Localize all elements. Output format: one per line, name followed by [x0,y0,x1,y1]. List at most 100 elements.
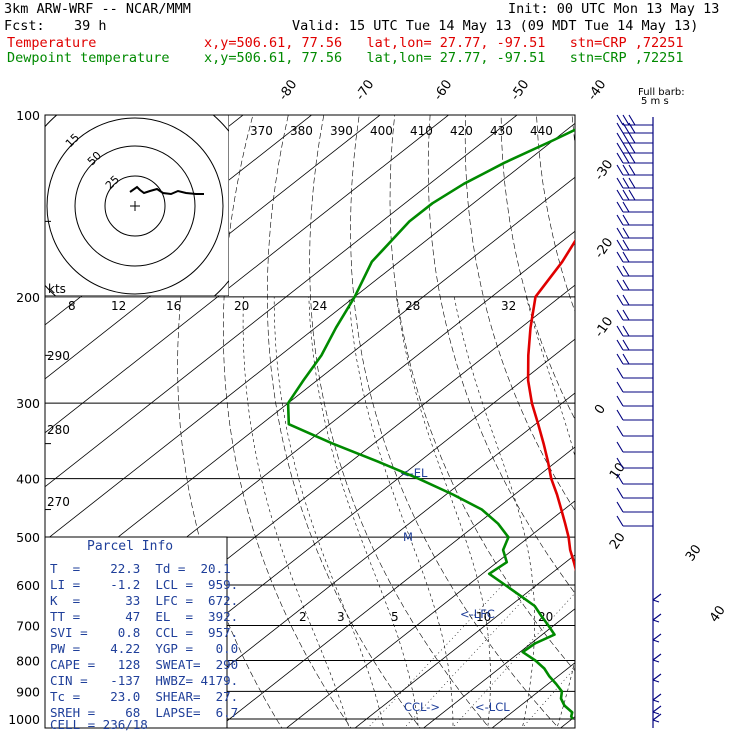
theta-label: 400 [370,124,393,138]
isotherm-line [217,446,575,728]
wind-barb [616,325,653,337]
isotherm-line [45,115,450,434]
mixing-ratio-line [403,584,538,728]
hodograph-ring [46,117,224,295]
temperature-profile-line [526,238,575,572]
wind-barb [616,515,653,527]
isotherm-line [285,500,575,728]
wind-barb [616,265,653,277]
init-time: Init: 00 UTC Mon 13 May 13 [508,1,720,17]
wind-barb [616,457,653,469]
dry-adiabat-line [350,115,559,728]
wind-scale-label: 12 [111,299,126,313]
wind-barb [652,653,662,663]
wind-barb [616,152,653,164]
wind-barb [616,487,653,499]
isotherm-line [693,87,740,731]
moist-adiabat-line [659,297,740,732]
lcl-marker: <-LCL [475,700,510,714]
pressure-tick-label: 800 [16,653,40,668]
isotherm-label: -50 [508,77,532,103]
isotherm-line [45,115,381,380]
dewpoint-location: x,y=506.61, 77.56 lat,lon= 27.77, -97.51… [204,50,684,66]
dry-adiabat-line [708,87,740,731]
pressure-tick-label: 200 [16,290,40,305]
wind-barb [616,227,653,239]
wind-scale-label: 16 [166,299,181,313]
dry-adiabat-line [177,115,283,728]
parcel-m-marker: M [403,530,413,544]
theta-label: 410 [410,124,433,138]
wind-barb [616,395,653,407]
mixing-ratio-label: 2 [299,610,307,624]
pressure-tick-label: 300 [16,396,40,411]
moist-adiabat-line [308,296,419,728]
wind-barb [616,164,653,176]
isotherm-label: 10 [607,460,629,482]
mixing-ratio-label: 5 [391,610,399,624]
dry-adiabat-line [673,87,740,731]
wind-barb [616,381,653,393]
hodograph-trace [129,185,204,196]
wind-barb [616,309,653,321]
wind-barb [652,673,662,683]
isotherm-line [148,392,575,728]
barb-header-unit: 5 m s [641,96,669,107]
parcel-box-frame [44,536,228,729]
isotherm-label: -30 [592,157,616,183]
pressure-tick-label: 500 [16,530,40,545]
wind-barb [652,593,662,603]
parcel-row: CELL = 236/18 [50,717,148,732]
parcel-row: CIN = -137 HWBZ= 4179. [50,673,239,688]
model-title: 3km ARW-WRF -- NCAR/MMM [4,1,191,17]
parcel-row: PW = 4.22 YGP = 0.0 [50,641,239,656]
theta-label: 430 [490,124,513,138]
isotherm-line [45,122,575,542]
theta-e-label: 290 [47,349,70,363]
wind-scale-label: 8 [68,299,76,313]
isotherm-label: -80 [276,77,300,103]
parcel-row: SREH = 68 LAPSE= 6.7 [50,705,239,720]
dewpoint-profile-line [286,128,575,720]
dry-adiabat-line [309,115,490,728]
wind-barb [616,251,653,263]
hodograph-ring [104,175,166,237]
wind-barb [616,409,653,421]
wind-barb [616,214,653,226]
wind-barb [616,339,653,351]
moist-adiabat-line [396,296,491,728]
wind-barb [616,279,653,291]
moist-adiabat-line [526,296,575,728]
isotherm-line [624,87,740,731]
wind-barb [616,142,653,154]
isotherm-label: -40 [585,77,609,103]
theta-e-label: 270 [47,495,70,509]
parcel-row: LI = -1.2 LCL = 959. [50,577,239,592]
wind-barb [616,294,653,306]
isotherm-label: -70 [353,77,377,103]
isotherm-line [45,115,518,488]
wind-barb [652,693,662,703]
wind-scale-label: 24 [312,299,327,313]
wind-barb [616,239,653,251]
el-marker: <-EL [400,466,428,480]
parcel-row: Tc = 23.0 SHEAR= 27. [50,689,239,704]
lfc-marker: <-LFC [460,607,495,621]
header: 3km ARW-WRF -- NCAR/MMM Init: 00 UTC Mon… [0,0,740,80]
mixing-ratio-label: 3 [337,610,345,624]
wind-barb [616,353,653,365]
pressure-tick-label: 100 [16,108,40,123]
moist-adiabat-line [624,297,734,732]
hodograph-ring [74,145,196,267]
wind-scale-label: 32 [501,299,516,313]
pressure-tick-label: 900 [16,684,40,699]
dry-adiabat-line [266,115,421,728]
valid-time: Valid: 15 UTC Tue 14 May 13 (09 MDT Tue … [292,18,699,34]
wind-scale-label: 20 [234,299,249,313]
isotherm-line [559,716,575,728]
theta-label: 390 [330,124,353,138]
theta-e-label: 280 [47,423,70,437]
wind-barb [652,705,662,715]
parcel-row: CAPE = 128 SWEAT= 290 [50,657,239,672]
